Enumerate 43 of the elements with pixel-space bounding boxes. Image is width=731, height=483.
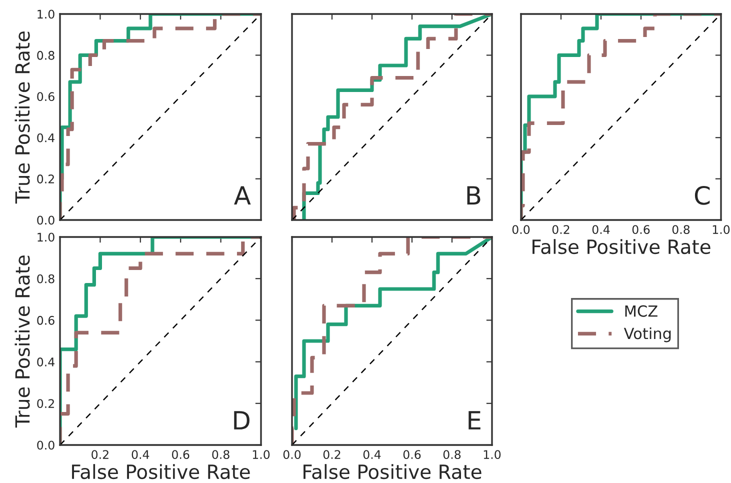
y-tick-label: 0.8 bbox=[37, 50, 54, 60]
x-tick-label: 0.8 bbox=[212, 450, 230, 459]
y-tick-label: 1.0 bbox=[38, 232, 54, 242]
annotation: C bbox=[694, 186, 710, 205]
x-tick-label: 0.6 bbox=[632, 225, 650, 234]
x-axis-title: False Positive Rate bbox=[532, 239, 710, 254]
line-series bbox=[60, 14, 261, 220]
annotation: D bbox=[234, 411, 250, 430]
y-tick-label: 0.4 bbox=[37, 358, 54, 366]
x-tick-label: 0.4 bbox=[132, 450, 150, 459]
y-tick-label: 0.6 bbox=[37, 316, 54, 325]
legend-label: Voting bbox=[624, 327, 671, 342]
annotation: B bbox=[467, 186, 480, 204]
y-tick-label: 1.0 bbox=[38, 10, 54, 19]
x-tick-label: 0.6 bbox=[403, 450, 421, 459]
y-tick-label: 0.6 bbox=[37, 92, 54, 102]
legend-label: MCZ bbox=[625, 305, 658, 317]
x-tick-label: 0.8 bbox=[672, 225, 690, 234]
y-tick-label: 0.8 bbox=[37, 274, 54, 284]
x-tick-label: 0.4 bbox=[592, 225, 610, 234]
x-tick-label: 1.0 bbox=[484, 450, 501, 459]
y-tick-label: 0.4 bbox=[37, 133, 54, 142]
x-tick-label: 1.0 bbox=[712, 225, 730, 234]
annotation: E bbox=[468, 411, 480, 430]
x-tick-label: 0.2 bbox=[552, 225, 570, 234]
y-tick-label: 0.0 bbox=[37, 216, 54, 225]
line-series bbox=[60, 237, 261, 445]
x-tick-label: 0.0 bbox=[512, 225, 530, 234]
x-axis-title: False Positive Rate bbox=[304, 464, 482, 480]
y-tick-label: 0.0 bbox=[37, 440, 54, 450]
x-tick-label: 0.2 bbox=[323, 450, 340, 459]
x-axis-title: False Positive Rate bbox=[72, 464, 250, 480]
x-tick-label: 1.0 bbox=[252, 450, 270, 459]
y-tick-label: 0.2 bbox=[37, 174, 54, 184]
y-axis-title: True Positive Rate bbox=[14, 255, 30, 428]
y-tick-label: 0.2 bbox=[37, 399, 54, 408]
x-tick-label: 0.4 bbox=[363, 450, 381, 459]
x-tick-label: 0.8 bbox=[443, 450, 461, 459]
x-tick-label: 0.2 bbox=[92, 450, 108, 459]
x-tick-label: 0.0 bbox=[283, 450, 301, 459]
x-tick-label: 0.6 bbox=[172, 450, 190, 459]
annotation: A bbox=[234, 186, 251, 204]
y-axis-title: True Positive Rate bbox=[14, 31, 30, 204]
